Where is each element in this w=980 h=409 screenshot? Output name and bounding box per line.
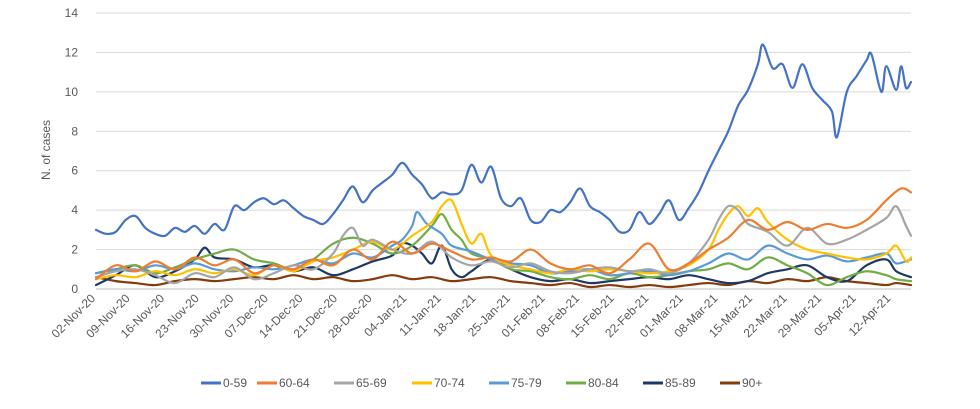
legend-label: 70-74	[434, 376, 465, 390]
gridlines	[96, 12, 911, 251]
legend-label: 75-79	[511, 376, 542, 390]
y-tick-label: 8	[71, 124, 78, 138]
series-line-65-69	[94, 204, 913, 285]
y-tick-label: 6	[71, 164, 78, 178]
series-line-60-64	[94, 187, 913, 281]
y-tick-label: 10	[65, 85, 79, 99]
y-tick-label: 4	[71, 203, 78, 217]
y-axis-ticks: 0 2 4 6 8 10 12 14	[65, 6, 79, 296]
y-tick-label: 0	[71, 282, 78, 296]
y-tick-label: 12	[65, 45, 79, 59]
series-line-75-79	[94, 211, 913, 277]
legend: 0-59 60-64 65-69 70-74 75-79 80-84 85-89 90+	[201, 376, 762, 390]
legend-label: 65-69	[356, 376, 387, 390]
legend-label: 85-89	[665, 376, 696, 390]
series-line-70-74	[94, 198, 913, 281]
legend-label: 80-84	[588, 376, 619, 390]
series-line-90+	[94, 274, 913, 289]
x-axis-ticks: 02-Nov-2009-Nov-2016-Nov-2023-Nov-2030-N…	[49, 291, 894, 341]
series-lines	[94, 43, 913, 289]
legend-label: 90+	[742, 376, 762, 390]
y-tick-label: 14	[65, 6, 79, 20]
legend-label: 0-59	[223, 376, 247, 390]
legend-label: 60-64	[279, 376, 310, 390]
series-line-0-59	[94, 43, 913, 238]
y-axis-title: N. of cases	[39, 120, 53, 180]
y-tick-label: 2	[71, 243, 78, 257]
